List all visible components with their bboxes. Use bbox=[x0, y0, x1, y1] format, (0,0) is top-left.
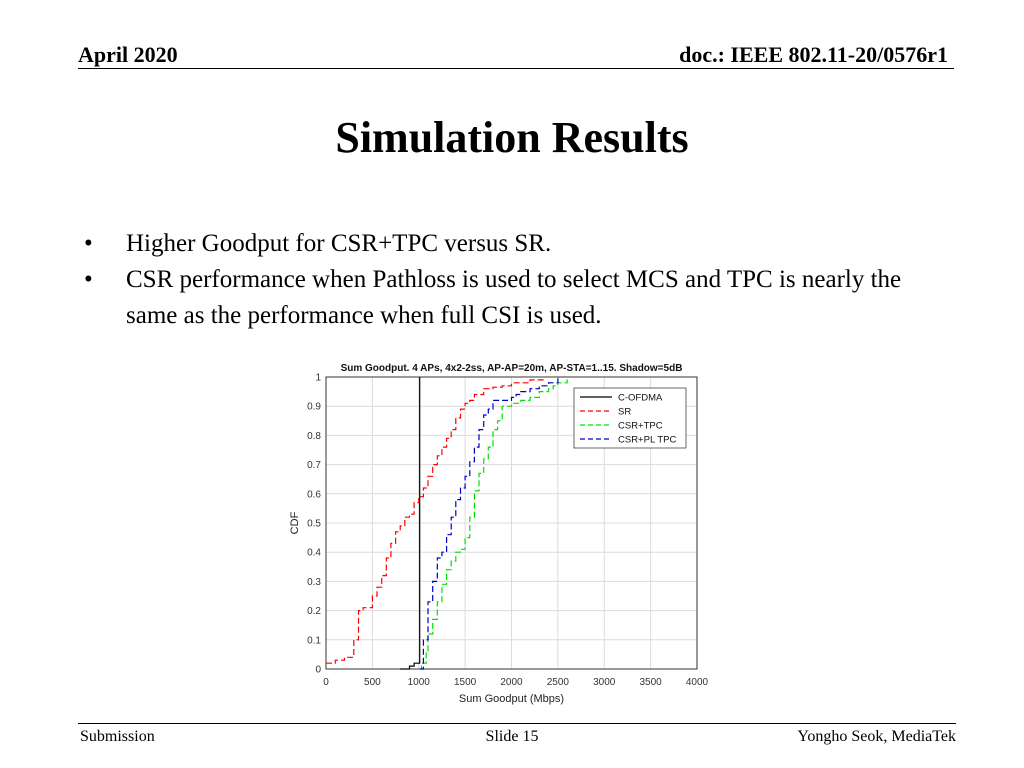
series-line-sr bbox=[326, 377, 545, 664]
footer-slide-number: Slide 15 bbox=[485, 728, 539, 745]
y-tick-label: 0 bbox=[315, 665, 321, 676]
bullet-text: CSR performance when Pathloss is used to… bbox=[126, 266, 902, 329]
header-doc-id: doc.: IEEE 802.11-20/0576r1 bbox=[679, 42, 948, 67]
series-line-csr-tpc bbox=[418, 377, 568, 670]
y-tick-label: 1 bbox=[315, 373, 321, 384]
y-tick-label: 0.8 bbox=[307, 431, 321, 442]
legend-label-sr: SR bbox=[618, 407, 631, 418]
header-date: April 2020 bbox=[78, 42, 178, 67]
x-tick-label: 1000 bbox=[408, 677, 431, 688]
y-axis-label: CDF bbox=[289, 511, 301, 534]
x-axis-label: Sum Goodput (Mbps) bbox=[459, 693, 564, 705]
x-tick-label: 2500 bbox=[547, 677, 570, 688]
cdf-chart: 0 500 1000 1500 2000 2500 3000 3500 4000 0 0.1 0.2 0… bbox=[289, 363, 709, 705]
bullet-item: • CSR performance when Pathloss is used … bbox=[84, 262, 904, 334]
footer-divider bbox=[78, 723, 956, 724]
y-tick-label: 0.3 bbox=[307, 577, 321, 588]
bullet-list: • Higher Goodput for CSR+TPC versus SR. … bbox=[84, 226, 904, 334]
legend-label-csr-tpc: CSR+TPC bbox=[618, 421, 663, 432]
legend-label-csr-pl-tpc: CSR+PL TPC bbox=[618, 435, 676, 446]
series-line-csr-pl-tpc bbox=[419, 377, 559, 670]
y-tick-label: 0.4 bbox=[307, 548, 321, 559]
x-tick-label: 0 bbox=[323, 677, 329, 688]
bullet-dot: • bbox=[84, 266, 93, 293]
x-tick-label: 3000 bbox=[593, 677, 616, 688]
series-line-c-ofdma bbox=[400, 377, 421, 670]
footer-submission: Submission bbox=[80, 728, 155, 745]
y-tick-label: 0.1 bbox=[307, 635, 321, 646]
y-tick-label: 0.5 bbox=[307, 519, 321, 530]
bullet-text: Higher Goodput for CSR+TPC versus SR. bbox=[126, 230, 552, 257]
x-tick-label: 2000 bbox=[500, 677, 523, 688]
footer-author: Yongho Seok, MediaTek bbox=[797, 728, 956, 745]
bullet-dot: • bbox=[84, 230, 93, 257]
x-tick-label: 1500 bbox=[454, 677, 477, 688]
legend-label-c-ofdma: C-OFDMA bbox=[618, 393, 663, 404]
plot-frame bbox=[325, 376, 698, 670]
x-tick-label: 4000 bbox=[686, 677, 709, 688]
y-tick-label: 0.7 bbox=[307, 460, 321, 471]
y-tick-label: 0.2 bbox=[307, 606, 321, 617]
y-tick-label: 0.9 bbox=[307, 402, 321, 413]
x-tick-label: 3500 bbox=[640, 677, 663, 688]
x-tick-label: 500 bbox=[364, 677, 381, 688]
header-divider bbox=[78, 68, 954, 69]
bullet-item: • Higher Goodput for CSR+TPC versus SR. bbox=[84, 226, 904, 262]
y-tick-label: 0.6 bbox=[307, 489, 321, 500]
chart-title: Sum Goodput. 4 APs, 4x2-2ss, AP-AP=20m, … bbox=[341, 363, 683, 374]
chart-legend bbox=[573, 387, 687, 449]
slide-title: Simulation Results bbox=[335, 113, 689, 162]
